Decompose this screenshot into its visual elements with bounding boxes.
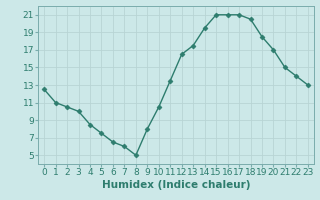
X-axis label: Humidex (Indice chaleur): Humidex (Indice chaleur) bbox=[102, 180, 250, 190]
